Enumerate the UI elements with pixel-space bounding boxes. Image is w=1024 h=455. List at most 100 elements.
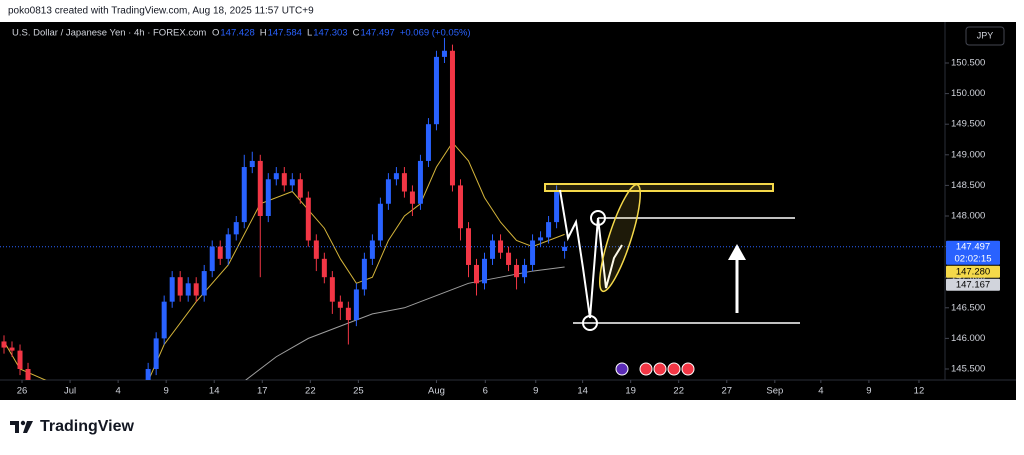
candle-body: [417, 160, 423, 204]
currency-label[interactable]: JPY: [977, 30, 994, 40]
x-tick-label: 14: [577, 386, 588, 397]
candle-body: [281, 173, 287, 186]
candle-body: [265, 179, 271, 216]
candle-body: [289, 179, 295, 186]
x-tick-label: 26: [17, 386, 28, 397]
candle-body: [361, 258, 367, 290]
legend-value: 147.303: [313, 28, 347, 39]
candle-body: [449, 50, 455, 186]
candle-body: [345, 307, 351, 321]
candle-body: [329, 277, 335, 302]
candle-body: [482, 258, 488, 284]
x-tick-label: 9: [164, 386, 169, 397]
candle-body: [425, 124, 431, 161]
legend-value: 147.428: [220, 28, 254, 39]
currency-button[interactable]: [965, 26, 1005, 46]
x-tick-label: 4: [818, 386, 823, 397]
x-tick-label: 9: [533, 386, 538, 397]
candle-body: [369, 240, 375, 259]
candle-body: [177, 277, 183, 296]
x-tick-label: 9: [866, 386, 871, 397]
x-tick-label: 14: [209, 386, 220, 397]
resistance-zone: [544, 183, 774, 192]
candle-body: [506, 252, 512, 265]
candle-body: [153, 338, 159, 369]
x-tick-label: 4: [115, 386, 120, 397]
x-tick-label: 6: [483, 386, 488, 397]
price-tag-label: 147.167: [956, 279, 990, 290]
candle-body: [25, 368, 31, 380]
candle-body: [161, 301, 167, 339]
x-tick-label: 27: [721, 386, 732, 397]
y-tick-label: 148.000: [951, 211, 985, 222]
candle-body: [514, 264, 520, 278]
candle-body: [130, 406, 135, 412]
candle-body: [385, 179, 391, 204]
candle-body: [474, 264, 479, 284]
moving-average: [3, 141, 565, 380]
candle-body: [209, 246, 215, 272]
y-tick-label: 146.500: [951, 302, 985, 313]
price-tag: [946, 240, 1000, 265]
x-tick-label: Sep: [766, 386, 783, 397]
candle-body: [457, 185, 463, 229]
candle-body: [538, 237, 544, 241]
y-tick-label: 148.500: [951, 180, 985, 191]
header-text: poko0813 created with TradingView.com, A…: [8, 6, 314, 17]
candle-body: [1, 341, 7, 348]
candle-body: [241, 167, 247, 223]
projection-path: [559, 189, 623, 319]
chart-panel: [0, 22, 1016, 400]
x-tick-label: 22: [305, 386, 316, 397]
event-icons: [615, 362, 695, 376]
candle-body: [217, 246, 223, 259]
candle-body: [321, 258, 327, 278]
candle-body: [498, 240, 504, 253]
legend-key: H: [260, 28, 267, 39]
candle-body: [98, 436, 103, 442]
x-tick-label: 25: [353, 386, 364, 397]
candle-body: [201, 271, 207, 296]
candle-body: [433, 56, 439, 125]
candle-body: [9, 347, 15, 351]
price-tag-timer: 02:02:15: [955, 253, 992, 264]
candle-body: [562, 246, 568, 251]
x-tick-label: 12: [914, 386, 925, 397]
price-tag-label: 147.280: [956, 266, 990, 277]
candle-body: [353, 289, 359, 321]
candle-body: [169, 277, 175, 302]
price-tag-label: 147.497: [956, 241, 990, 252]
price-tag: [946, 278, 1000, 291]
highlight-ellipse: [599, 183, 641, 293]
symbol-title: U.S. Dollar / Japanese Yen · 4h · FOREX.…: [12, 28, 206, 39]
drawings: [544, 183, 800, 376]
price-tag: [946, 265, 1000, 278]
y-tick-label: 149.500: [951, 119, 985, 130]
x-tick-label: Aug: [428, 386, 445, 397]
y-tick-label: 150.000: [951, 88, 985, 99]
brand-name: TradingView: [40, 418, 135, 435]
y-tick-label: 146.000: [951, 333, 985, 344]
candle-body: [441, 50, 447, 57]
x-tick-label: Jul: [64, 386, 76, 397]
candle-body: [530, 240, 536, 265]
candle-body: [401, 173, 407, 192]
x-tick-label: 19: [625, 386, 636, 397]
legend-key: O: [212, 28, 219, 39]
legend-change: +0.069 (+0.05%): [400, 28, 471, 39]
candle-body: [185, 283, 191, 296]
candle-body: [337, 301, 343, 308]
legend-value: 147.584: [268, 28, 302, 39]
legend-key: L: [307, 28, 312, 39]
candle-body: [409, 191, 415, 204]
candle-body: [490, 240, 496, 259]
y-tick-label: 150.500: [951, 58, 985, 69]
candle-body: [17, 350, 23, 369]
legend-value: 147.497: [360, 28, 394, 39]
candle-body: [58, 436, 63, 442]
pivot-circle: [582, 315, 598, 331]
legend-key: C: [353, 28, 360, 39]
candle-body: [297, 179, 303, 198]
candle-body: [145, 368, 151, 380]
candle-body: [465, 228, 471, 265]
